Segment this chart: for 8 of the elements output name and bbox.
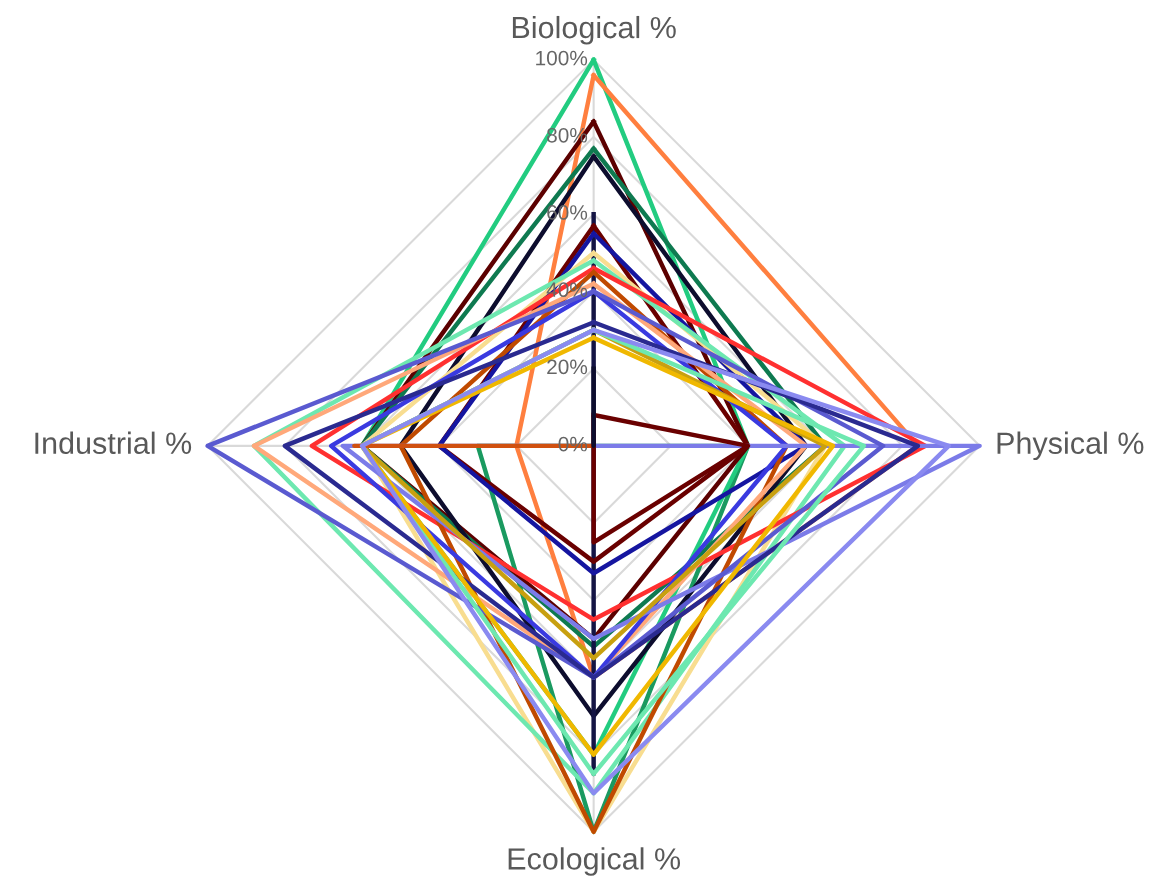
y-tick-label: 20% (547, 359, 588, 375)
y-tick-label: 0% (558, 436, 588, 452)
spoke-label: Physical % (997, 431, 1144, 461)
spoke-label: Ecological % (508, 847, 681, 876)
y-tick-label: 100% (536, 50, 588, 66)
spoke-label: Biological % (512, 15, 676, 45)
y-tick-label: 40% (546, 282, 588, 298)
spoke-label: Industrial % (35, 431, 192, 455)
